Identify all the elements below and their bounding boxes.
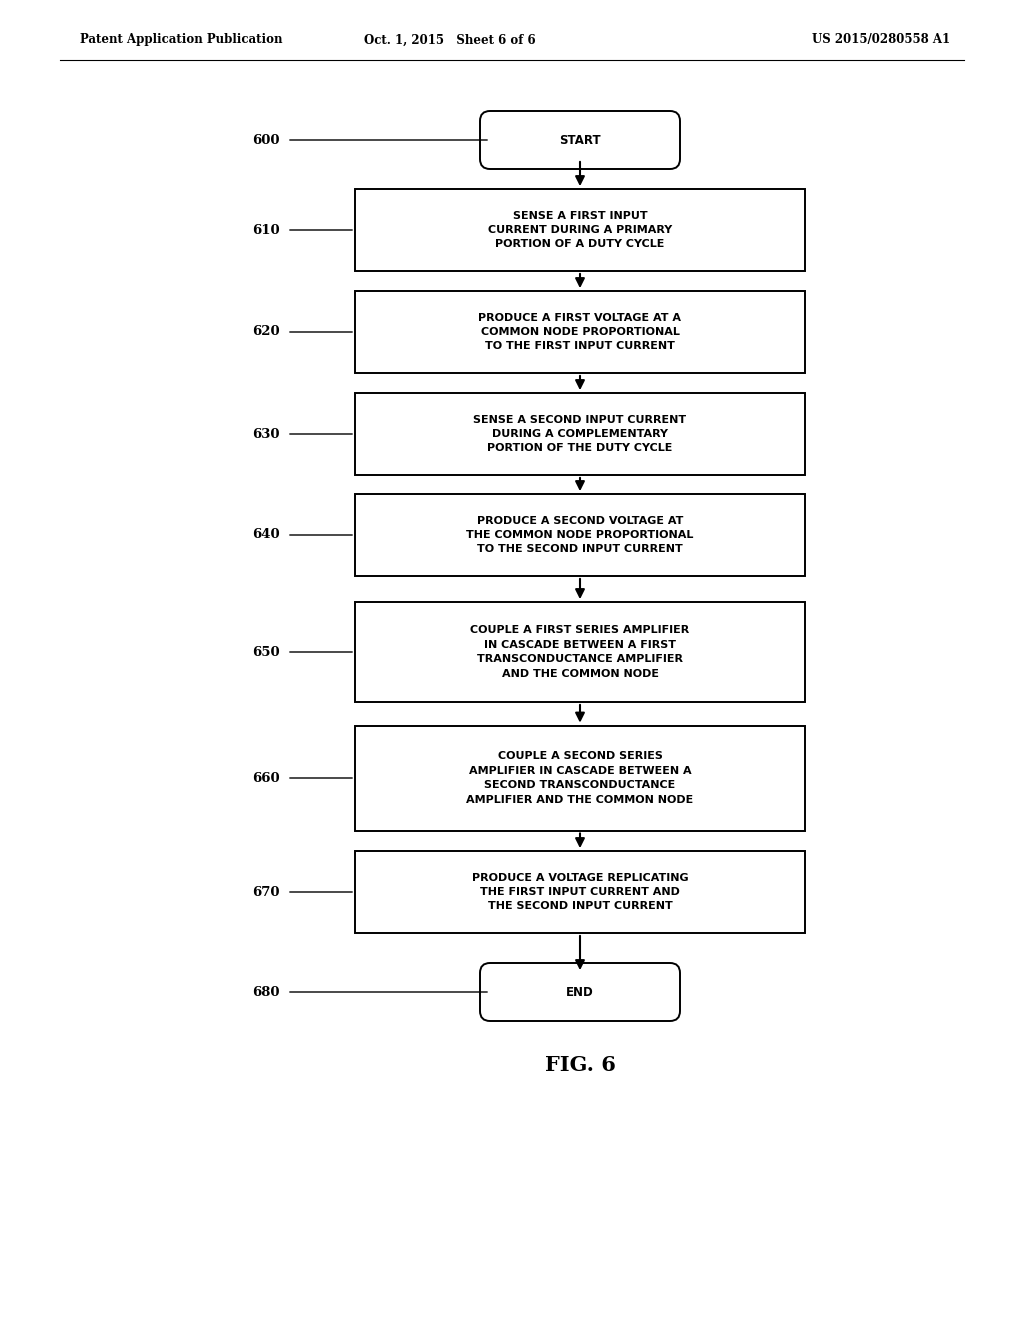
- FancyBboxPatch shape: [355, 393, 805, 475]
- Text: FIG. 6: FIG. 6: [545, 1055, 615, 1074]
- Text: PRODUCE A SECOND VOLTAGE AT
THE COMMON NODE PROPORTIONAL
TO THE SECOND INPUT CUR: PRODUCE A SECOND VOLTAGE AT THE COMMON N…: [466, 516, 693, 554]
- Text: START: START: [559, 133, 601, 147]
- Text: 660: 660: [252, 771, 280, 784]
- FancyBboxPatch shape: [355, 726, 805, 830]
- FancyBboxPatch shape: [480, 964, 680, 1020]
- FancyBboxPatch shape: [480, 111, 680, 169]
- Text: SENSE A SECOND INPUT CURRENT
DURING A COMPLEMENTARY
PORTION OF THE DUTY CYCLE: SENSE A SECOND INPUT CURRENT DURING A CO…: [473, 414, 686, 453]
- FancyBboxPatch shape: [355, 290, 805, 374]
- Text: END: END: [566, 986, 594, 998]
- Text: 610: 610: [252, 223, 280, 236]
- Text: Oct. 1, 2015   Sheet 6 of 6: Oct. 1, 2015 Sheet 6 of 6: [365, 33, 536, 46]
- FancyBboxPatch shape: [355, 189, 805, 271]
- Text: US 2015/0280558 A1: US 2015/0280558 A1: [812, 33, 950, 46]
- Text: 680: 680: [253, 986, 280, 998]
- Text: 600: 600: [253, 133, 280, 147]
- Text: PRODUCE A VOLTAGE REPLICATING
THE FIRST INPUT CURRENT AND
THE SECOND INPUT CURRE: PRODUCE A VOLTAGE REPLICATING THE FIRST …: [472, 873, 688, 911]
- FancyBboxPatch shape: [355, 602, 805, 702]
- Text: PRODUCE A FIRST VOLTAGE AT A
COMMON NODE PROPORTIONAL
TO THE FIRST INPUT CURRENT: PRODUCE A FIRST VOLTAGE AT A COMMON NODE…: [478, 313, 682, 351]
- Text: COUPLE A FIRST SERIES AMPLIFIER
IN CASCADE BETWEEN A FIRST
TRANSCONDUCTANCE AMPL: COUPLE A FIRST SERIES AMPLIFIER IN CASCA…: [470, 626, 689, 678]
- Text: COUPLE A SECOND SERIES
AMPLIFIER IN CASCADE BETWEEN A
SECOND TRANSCONDUCTANCE
AM: COUPLE A SECOND SERIES AMPLIFIER IN CASC…: [466, 751, 693, 805]
- Text: 640: 640: [252, 528, 280, 541]
- Text: 670: 670: [253, 886, 280, 899]
- FancyBboxPatch shape: [355, 851, 805, 933]
- Text: 620: 620: [252, 326, 280, 338]
- Text: Patent Application Publication: Patent Application Publication: [80, 33, 283, 46]
- FancyBboxPatch shape: [355, 494, 805, 576]
- Text: 650: 650: [252, 645, 280, 659]
- Text: SENSE A FIRST INPUT
CURRENT DURING A PRIMARY
PORTION OF A DUTY CYCLE: SENSE A FIRST INPUT CURRENT DURING A PRI…: [487, 211, 672, 249]
- Text: 630: 630: [253, 428, 280, 441]
